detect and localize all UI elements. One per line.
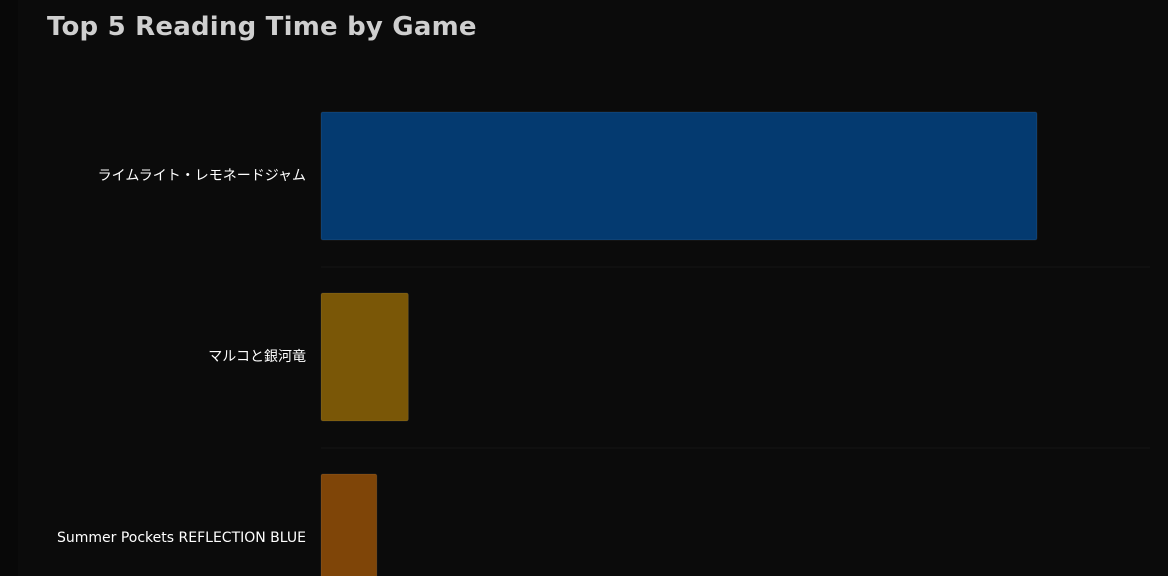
bar-2[interactable] <box>320 292 409 422</box>
bar-1[interactable] <box>320 111 1038 241</box>
chart-panel <box>18 0 1168 576</box>
left-strip <box>0 0 18 576</box>
chart-title: Top 5 Reading Time by Game <box>47 12 477 42</box>
bar-3[interactable] <box>320 473 378 576</box>
category-label-3: Summer Pockets REFLECTION BLUE <box>57 530 306 546</box>
category-label-1: ライムライト・レモネードジャム <box>98 168 306 184</box>
category-label-2: マルコと銀河竜 <box>208 348 306 365</box>
